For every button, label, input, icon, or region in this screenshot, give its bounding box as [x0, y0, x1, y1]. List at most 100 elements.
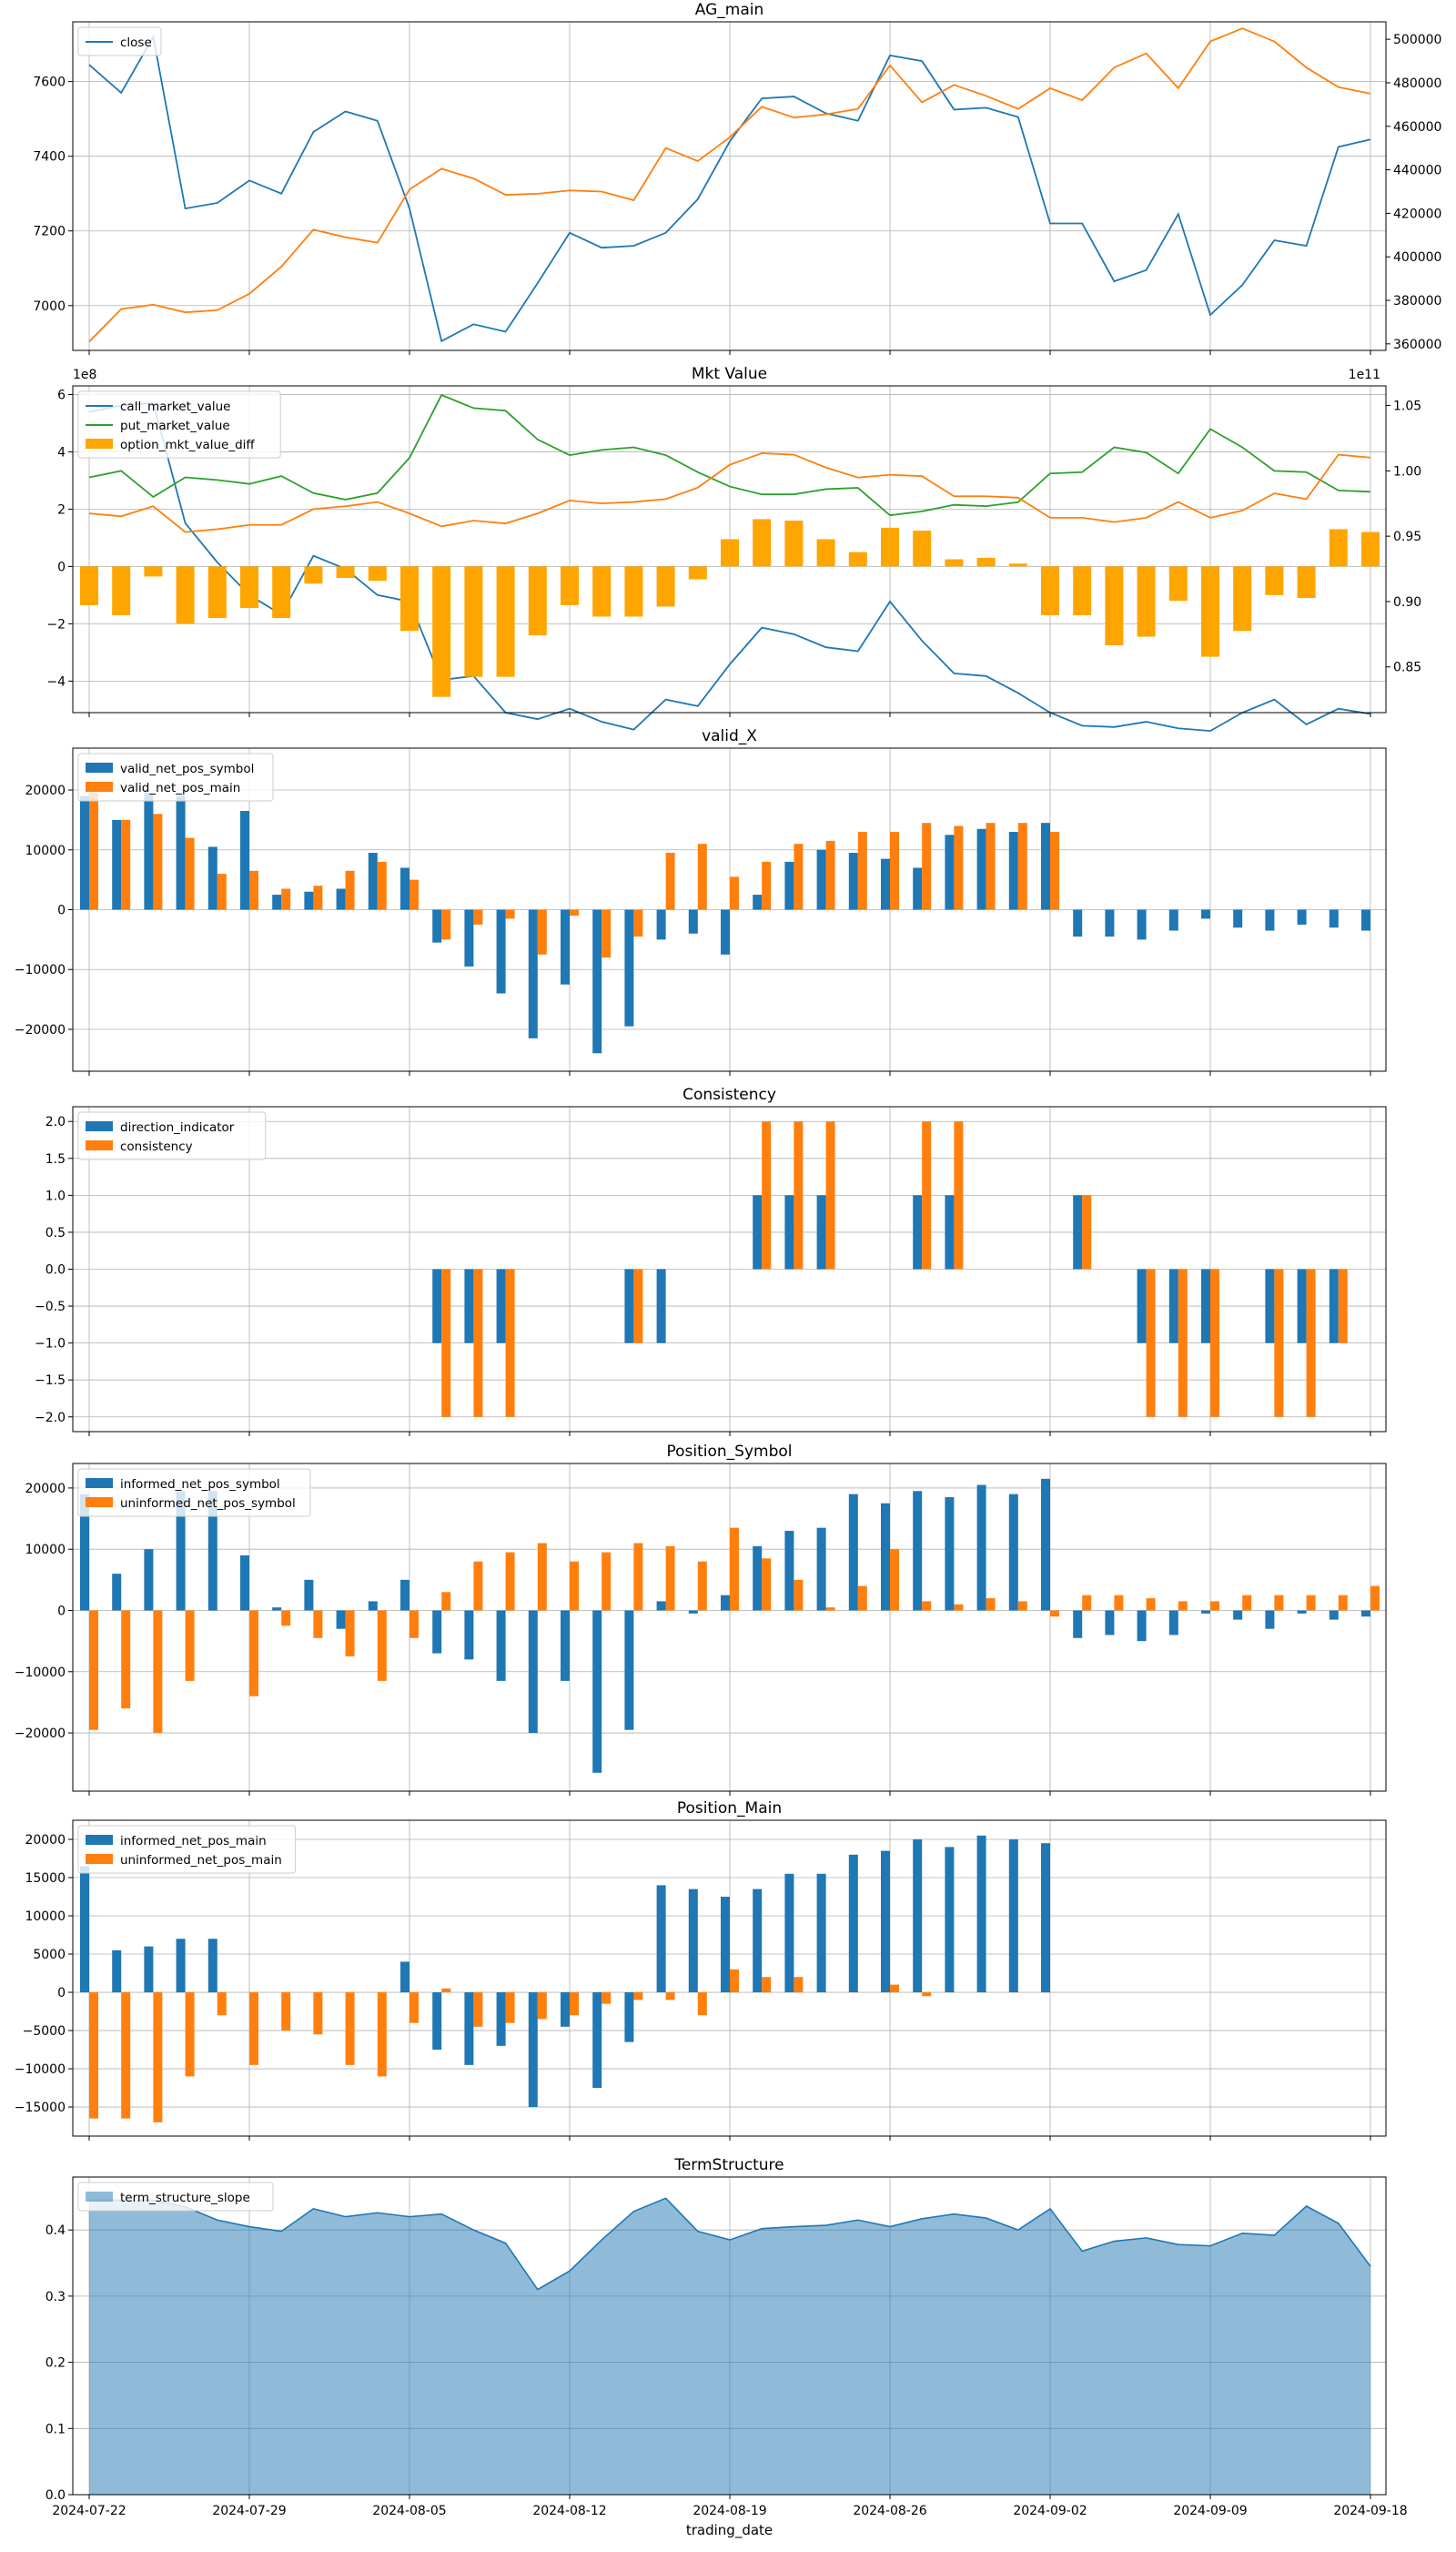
bar — [377, 1610, 387, 1681]
bar — [602, 1992, 612, 2004]
y2-tick-label: 0.95 — [1393, 530, 1421, 544]
bar — [473, 1269, 483, 1417]
bar — [377, 1992, 387, 2077]
bar — [1137, 1610, 1147, 1642]
bar — [112, 1949, 122, 1993]
legend: close — [77, 26, 162, 56]
bar — [345, 1992, 355, 2065]
bar — [913, 1491, 923, 1611]
legend-swatch — [86, 439, 113, 449]
bar — [176, 795, 186, 910]
bar — [400, 1961, 410, 1993]
bar — [721, 539, 739, 567]
legend-label: term_structure_slope — [120, 2191, 250, 2205]
y-tick-label: 7400 — [33, 150, 66, 165]
bar — [1168, 909, 1178, 931]
bar — [1041, 823, 1050, 910]
panel-title: Mkt Value — [692, 365, 767, 383]
bar — [207, 566, 227, 619]
y-tick-label: 0 — [57, 1986, 66, 2000]
bar — [561, 909, 570, 985]
y2-tick-label: 1.00 — [1393, 464, 1421, 479]
bar — [825, 1607, 835, 1611]
y-tick-label: −2 — [46, 617, 66, 632]
legend: direction_indicator consistency — [77, 1111, 267, 1160]
bar — [1146, 1598, 1156, 1611]
bar — [697, 844, 707, 910]
panel-3: valid_X −20000 −10000 0 10000 20000 valid_net_… — [15, 727, 1387, 1076]
bar — [464, 1269, 474, 1343]
bar — [816, 849, 826, 910]
bar — [144, 566, 163, 577]
bar — [1329, 1269, 1339, 1343]
bar — [1265, 566, 1284, 595]
y-tick-label: 0.4 — [46, 2223, 66, 2238]
bar — [784, 521, 804, 567]
bar — [1338, 1595, 1348, 1611]
bar — [496, 1992, 506, 2046]
bar — [1105, 566, 1124, 645]
bar — [1041, 1478, 1050, 1611]
bar — [825, 840, 835, 910]
bar — [121, 1610, 131, 1709]
panel-5: Position_Symbol −20000 −10000 0 10000 20000 in… — [15, 1443, 1387, 1796]
legend-label: put_market_value — [120, 419, 230, 433]
bar — [1274, 1269, 1284, 1417]
bar — [1073, 1610, 1083, 1638]
bar — [464, 909, 474, 967]
x-tick-label: 2024-09-09 — [1173, 2504, 1247, 2518]
bar — [976, 828, 986, 910]
bar — [1233, 909, 1243, 928]
bar — [1178, 1601, 1188, 1611]
bar — [753, 1195, 763, 1270]
legend-swatch — [86, 763, 113, 773]
bar — [1265, 1610, 1275, 1629]
bar — [473, 1992, 483, 2027]
bar — [80, 795, 89, 910]
y-tick-label: 0 — [57, 904, 66, 918]
term-structure-slope-area — [89, 2198, 1370, 2495]
term-structure-slope-line — [89, 2197, 1371, 2291]
legend-label: informed_net_pos_symbol — [120, 1477, 280, 1492]
bar — [410, 1992, 419, 2023]
y-tick-label: 0 — [57, 1604, 66, 1618]
bar — [432, 909, 442, 943]
bar — [528, 909, 538, 1038]
bar — [410, 879, 419, 910]
bar — [848, 853, 858, 910]
bar — [240, 566, 258, 609]
panel-title: valid_X — [702, 727, 757, 745]
x-axis-label: trading_date — [686, 2522, 773, 2539]
bar — [207, 1939, 217, 1993]
bar — [207, 846, 217, 910]
bar — [857, 1585, 867, 1611]
bar — [377, 861, 387, 910]
bar — [954, 1604, 964, 1611]
bar — [112, 819, 122, 910]
bar — [665, 1545, 675, 1611]
bar — [794, 1977, 804, 1993]
y-tick-label: 20000 — [25, 1482, 66, 1496]
y-offset-label: 1e8 — [73, 368, 96, 382]
bar — [753, 1545, 763, 1611]
bar — [185, 1992, 195, 2077]
bar — [624, 1610, 634, 1730]
bar — [816, 1195, 826, 1270]
plot-area — [73, 22, 1386, 350]
x-tick-label: 2024-08-26 — [853, 2504, 926, 2518]
bar — [336, 1610, 346, 1629]
bar — [217, 874, 227, 910]
bar — [464, 1992, 474, 2065]
bar — [400, 566, 419, 632]
bar — [784, 1531, 794, 1611]
y-tick-label: −15000 — [15, 2101, 66, 2115]
bar — [1338, 1269, 1348, 1343]
bar — [794, 1579, 804, 1611]
legend: valid_net_pos_symbol valid_net_pos_main — [77, 753, 274, 802]
x-tick-label: 2024-07-22 — [52, 2504, 126, 2518]
legend-label: informed_net_pos_main — [120, 1834, 267, 1848]
bar — [1017, 1601, 1027, 1611]
bar — [496, 909, 506, 994]
bar — [1242, 1595, 1252, 1611]
bar — [1210, 1601, 1219, 1611]
